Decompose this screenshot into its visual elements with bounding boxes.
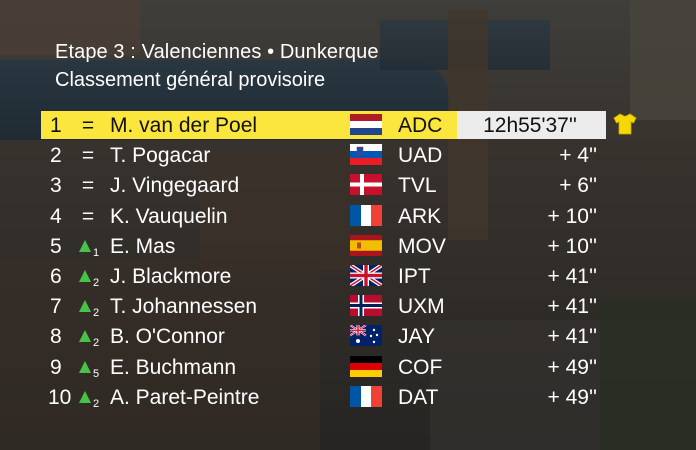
rider-name: E. Mas [110, 234, 176, 258]
france-flag [350, 204, 382, 226]
team-code: COF [398, 355, 443, 379]
rider-name: E. Buchmann [110, 355, 237, 379]
standings-row: 7 2 T. Johannessen UXM + 41'' [0, 291, 696, 321]
germany-flag [350, 355, 382, 377]
stage-header: Etape 3 : Valenciennes • Dunkerque Class… [55, 40, 379, 92]
standings-row: 2 = T. Pogacar UAD + 4'' [0, 140, 696, 170]
standings-row: 4 = K. Vauquelin ARK + 10'' [0, 201, 696, 231]
team-code: UAD [398, 144, 443, 168]
rider-name: J. Vingegaard [110, 174, 240, 198]
rider-name: T. Pogacar [110, 144, 211, 168]
time-gap: + 41'' [547, 295, 597, 319]
rank-number: 2 [50, 144, 62, 168]
rank-number: 6 [50, 265, 62, 288]
team-code: JAY [398, 325, 435, 349]
time-gap: + 4'' [559, 144, 597, 168]
spain-flag [350, 234, 382, 256]
rank-number: 7 [50, 295, 62, 319]
rank-number: 3 [50, 174, 62, 198]
leader-time-box [457, 111, 606, 139]
position-gain: 5 [93, 367, 100, 380]
time-gap: + 41'' [547, 265, 597, 288]
team-code: IPT [398, 265, 431, 288]
position-gain: 2 [93, 337, 100, 350]
rank-number: 8 [50, 325, 62, 349]
netherlands-flag [350, 114, 382, 135]
up-arrow-icon [79, 300, 91, 313]
standings-row: 9 5 E. Buchmann COF + 49'' [0, 352, 696, 382]
position-gain: 2 [93, 307, 100, 320]
rank-number: 5 [50, 234, 62, 258]
time-gap: + 41'' [547, 325, 597, 349]
team-code: UXM [398, 295, 445, 319]
leader-row: 1 = M. van der Poel ADC 12h55'37'' [0, 110, 696, 140]
position-gain: 2 [93, 277, 100, 289]
position-gain: 2 [93, 397, 100, 410]
time-gap: + 6'' [559, 174, 597, 198]
france-flag [350, 385, 382, 407]
up-arrow-icon [79, 360, 91, 373]
uk-flag [350, 265, 382, 286]
rider-name: A. Paret-Peintre [110, 385, 260, 409]
position-change: = [81, 204, 95, 228]
standings-row: 6 2 J. Blackmore IPT + 41'' [0, 261, 696, 291]
rider-name: J. Blackmore [110, 265, 232, 288]
up-arrow-icon [79, 330, 91, 343]
up-arrow-icon [79, 239, 91, 252]
rank-number: 1 [50, 114, 62, 137]
time-gap: + 10'' [547, 204, 597, 228]
position-change: = [81, 114, 95, 137]
position-change: = [81, 144, 95, 168]
position-change: = [81, 174, 95, 198]
standings-row: 5 1 E. Mas MOV + 10'' [0, 231, 696, 261]
rank-number: 9 [50, 355, 62, 379]
rider-name: K. Vauquelin [110, 204, 228, 228]
classification-subtitle: Classement général provisoire [55, 69, 326, 91]
team-code: DAT [398, 385, 439, 409]
rider-name: M. van der Poel [110, 114, 258, 137]
stage-title: Etape 3 : Valenciennes • Dunkerque [55, 41, 379, 63]
rank-number: 10 [48, 385, 72, 409]
australia-flag [350, 325, 382, 347]
rider-name: B. O'Connor [110, 325, 225, 349]
time-gap: + 10'' [547, 234, 597, 258]
team-code: ADC [398, 114, 443, 137]
rank-number: 4 [50, 204, 62, 228]
up-arrow-icon [79, 390, 91, 403]
leader-highlight-bar [41, 111, 457, 139]
standings-row: 10 2 A. Paret-Peintre DAT + 49'' [0, 382, 696, 412]
team-code: MOV [398, 234, 446, 258]
team-code: ARK [398, 204, 442, 228]
yellow-jersey-icon [613, 112, 637, 136]
time-gap: + 49'' [547, 385, 597, 409]
slovenia-flag [350, 144, 382, 166]
position-gain: 1 [93, 246, 100, 259]
rider-name: T. Johannessen [110, 295, 258, 319]
team-code: TVL [398, 174, 437, 198]
up-arrow-icon [79, 270, 91, 282]
overall-time: 12h55'37'' [483, 114, 577, 137]
standings-row: 3 = J. Vingegaard TVL + 6'' [0, 170, 696, 200]
standings-row: 8 2 B. O'Connor JAY + 41'' [0, 321, 696, 351]
norway-flag [350, 295, 382, 317]
denmark-flag [350, 174, 382, 196]
time-gap: + 49'' [547, 355, 597, 379]
